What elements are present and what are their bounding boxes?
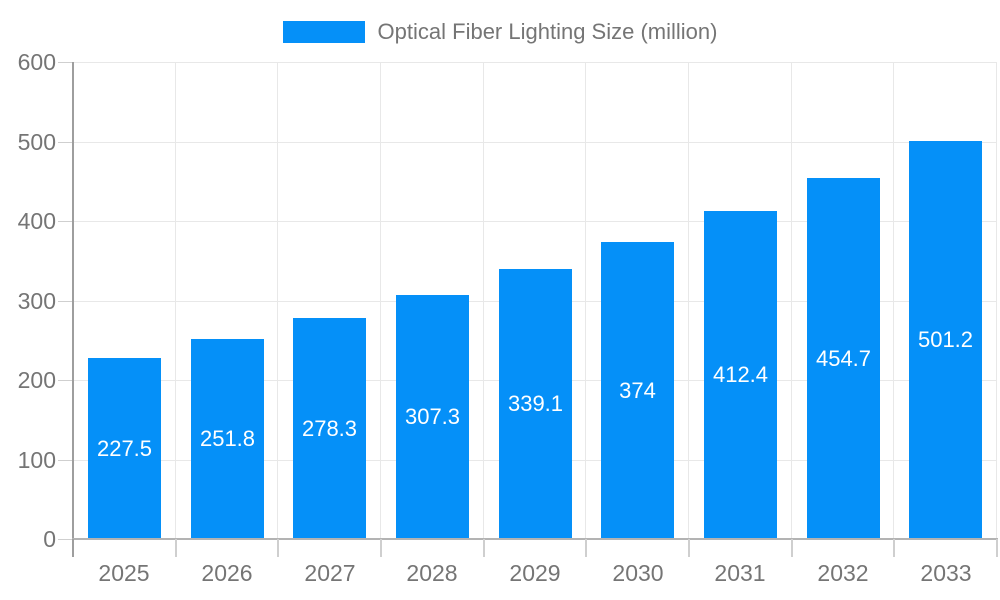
vertical-gridline xyxy=(893,62,894,539)
vertical-gridline xyxy=(996,62,997,539)
legend-item[interactable]: Optical Fiber Lighting Size (million) xyxy=(282,19,718,45)
bar-value-label: 339.1 xyxy=(507,391,564,416)
y-axis-tick xyxy=(58,221,72,222)
vertical-gridline xyxy=(688,62,689,539)
horizontal-gridline xyxy=(73,142,997,143)
x-axis-tick xyxy=(277,539,279,557)
y-axis-label: 300 xyxy=(17,288,56,314)
y-axis-label: 200 xyxy=(17,367,56,393)
vertical-gridline xyxy=(175,62,176,539)
vertical-gridline xyxy=(585,62,586,539)
x-axis-tick xyxy=(72,539,74,557)
y-axis-label: 600 xyxy=(17,49,56,75)
y-axis-label: 500 xyxy=(17,129,56,155)
horizontal-gridline xyxy=(73,62,997,63)
y-axis-tick xyxy=(58,62,72,63)
x-axis-tick xyxy=(585,539,587,557)
x-axis-line xyxy=(72,538,998,540)
y-axis-tick xyxy=(58,301,72,302)
x-axis-label: 2031 xyxy=(714,560,766,586)
legend-label: Optical Fiber Lighting Size (million) xyxy=(377,19,718,44)
bar-2029[interactable]: 339.1 xyxy=(499,269,572,539)
bar-2033[interactable]: 501.2 xyxy=(909,141,982,539)
bar-2028[interactable]: 307.3 xyxy=(396,295,469,539)
bar-value-label: 307.3 xyxy=(404,404,461,429)
vertical-gridline xyxy=(791,62,792,539)
legend-swatch-icon xyxy=(282,21,365,43)
bar-value-label: 278.3 xyxy=(301,415,358,441)
bar-value-label: 374 xyxy=(619,377,656,403)
x-axis-tick xyxy=(893,539,895,557)
x-axis-tick xyxy=(791,539,793,557)
vertical-gridline xyxy=(277,62,278,539)
x-axis-label: 2030 xyxy=(612,560,664,586)
bar-value-label: 501.2 xyxy=(917,327,974,352)
bar-value-label: 454.7 xyxy=(815,345,872,371)
x-axis-label: 2029 xyxy=(509,560,561,586)
y-axis-tick xyxy=(58,380,72,381)
x-axis-label: 2032 xyxy=(817,560,869,586)
x-axis-tick xyxy=(380,539,382,557)
horizontal-gridline xyxy=(73,221,997,222)
bar-value-label: 412.4 xyxy=(712,362,769,387)
bar-2030[interactable]: 374 xyxy=(601,242,674,539)
bar-2032[interactable]: 454.7 xyxy=(807,178,880,539)
plot-area: 227.5 251.8 278.3 307.3 339.1 374 412.4 454.7 50… xyxy=(73,62,997,539)
y-axis-label: 100 xyxy=(17,447,56,473)
x-axis-label: 2033 xyxy=(920,560,972,586)
bar-value-label: 227.5 xyxy=(96,435,153,461)
bar-value-label: 251.8 xyxy=(199,426,256,451)
x-axis-label: 2027 xyxy=(304,560,356,586)
chart-legend: Optical Fiber Lighting Size (million) xyxy=(0,14,1000,50)
y-axis-tick xyxy=(58,539,72,540)
y-axis-tick xyxy=(58,460,72,461)
vertical-gridline xyxy=(483,62,484,539)
x-axis-label: 2025 xyxy=(98,560,150,586)
x-axis-tick xyxy=(688,539,690,557)
x-axis-label: 2028 xyxy=(406,560,458,586)
x-axis-tick xyxy=(483,539,485,557)
bar-2027[interactable]: 278.3 xyxy=(293,318,366,539)
x-axis-label: 2026 xyxy=(201,560,253,586)
x-axis-tick xyxy=(175,539,177,557)
vertical-gridline xyxy=(380,62,381,539)
bar-2025[interactable]: 227.5 xyxy=(88,358,161,539)
bar-2031[interactable]: 412.4 xyxy=(704,211,777,539)
y-axis-label: 400 xyxy=(17,208,56,234)
x-axis-tick xyxy=(996,539,998,557)
y-axis-tick xyxy=(58,142,72,143)
y-axis-label: 0 xyxy=(43,526,56,552)
bar-2026[interactable]: 251.8 xyxy=(191,339,264,539)
y-axis-line xyxy=(72,62,74,539)
